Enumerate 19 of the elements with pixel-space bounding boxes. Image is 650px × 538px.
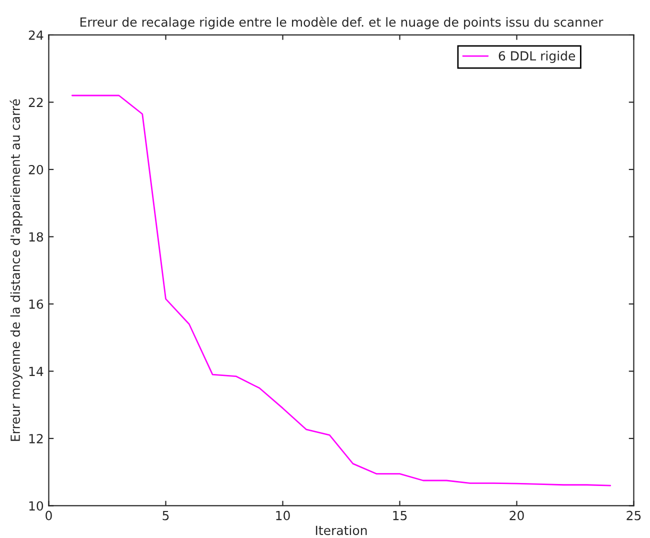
y-tick-label: 24	[28, 30, 44, 40]
y-tick-label: 14	[29, 366, 44, 376]
x-tick-label: 5	[162, 510, 169, 520]
x-tick-label: 10	[276, 510, 290, 520]
y-tick-label: 10	[29, 501, 44, 511]
y-tick-label: 20	[28, 164, 44, 174]
y-tick-label: 18	[29, 232, 44, 242]
chart-title: Erreur de recalage rigide entre le modèle def. et le nuage de points issu du scanner	[80, 16, 604, 30]
x-tick-label: 0	[46, 510, 52, 520]
line-series	[71, 94, 612, 486]
x-tick-label: 25	[626, 510, 641, 520]
y-tick-label: 22	[28, 98, 43, 107]
y-tick-label: 16	[29, 299, 44, 309]
x-axis-title: Iteration	[316, 525, 367, 536]
y-axis-title: Erreur moyenne de la distance d'appariement au carré	[10, 99, 22, 441]
x-tick-label: 20	[510, 510, 524, 520]
legend-label: 6 DDL rigide	[498, 50, 576, 64]
y-tick-label: 12	[29, 434, 43, 444]
x-tick-label: 15	[393, 510, 407, 520]
